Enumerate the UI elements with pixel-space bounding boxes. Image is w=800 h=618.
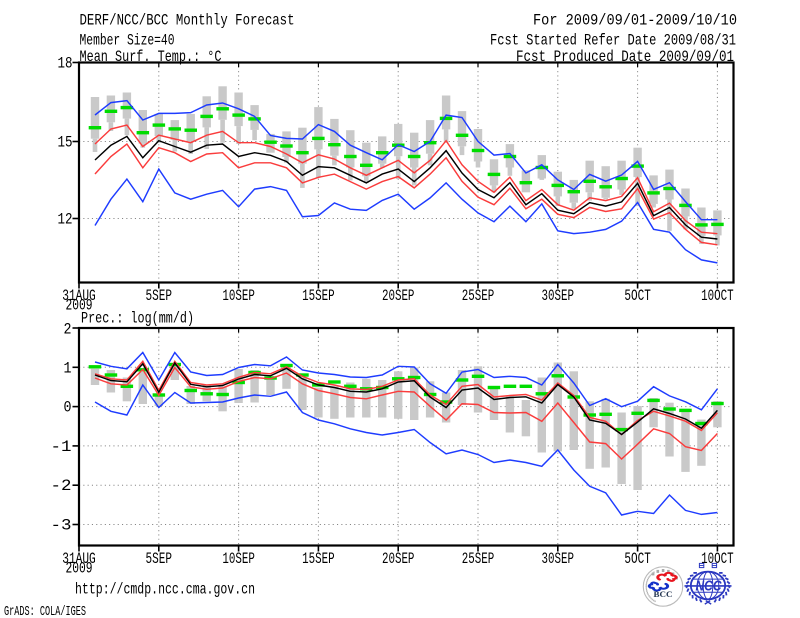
svg-text:For 2009/09/01-2009/10/10: For 2009/09/01-2009/10/10 (533, 12, 737, 30)
svg-text:10SEP: 10SEP (222, 287, 255, 305)
svg-text:5SEP: 5SEP (146, 287, 173, 305)
svg-text:Fcst Produced Date 2009/09/01: Fcst Produced Date 2009/09/01 (516, 48, 734, 66)
svg-text:2: 2 (64, 320, 72, 338)
svg-text:2009: 2009 (66, 560, 93, 578)
svg-text:Prec.: log(mm/d): Prec.: log(mm/d) (81, 310, 194, 328)
svg-text:15SEP: 15SEP (302, 287, 335, 305)
svg-text:31AUG: 31AUG (62, 550, 96, 568)
svg-text:0: 0 (64, 399, 72, 417)
svg-text:BCC: BCC (654, 589, 673, 599)
svg-text:30SEP: 30SEP (542, 287, 575, 305)
svg-text:GrADS: COLA/IGES: GrADS: COLA/IGES (4, 604, 86, 618)
svg-text:10OCT: 10OCT (701, 287, 734, 305)
svg-text:5OCT: 5OCT (624, 550, 651, 568)
svg-text:25SEP: 25SEP (462, 550, 495, 568)
svg-text:10SEP: 10SEP (222, 550, 255, 568)
svg-text:18: 18 (58, 55, 73, 73)
svg-text:12: 12 (58, 211, 73, 229)
svg-text:http://cmdp.ncc.cma.gov.cn: http://cmdp.ncc.cma.gov.cn (75, 581, 255, 599)
svg-text:15SEP: 15SEP (302, 550, 335, 568)
svg-text:10OCT: 10OCT (701, 550, 734, 568)
svg-text:31AUG: 31AUG (62, 287, 96, 305)
svg-text:2009: 2009 (66, 297, 93, 315)
svg-text:Member Size=40: Member Size=40 (80, 32, 175, 50)
svg-text:25SEP: 25SEP (462, 287, 495, 305)
svg-text:-2: -2 (51, 477, 72, 495)
svg-text:-1: -1 (51, 438, 72, 456)
svg-text:-3: -3 (51, 517, 72, 535)
svg-text:NCC: NCC (696, 579, 722, 595)
svg-text:Mean Surf. Temp.: °C: Mean Surf. Temp.: °C (80, 48, 222, 66)
svg-text:20SEP: 20SEP (382, 550, 415, 568)
svg-text:5SEP: 5SEP (146, 550, 173, 568)
svg-text:Fcst Started Refer Date 2009/0: Fcst Started Refer Date 2009/08/31 (490, 32, 736, 50)
svg-text:DERF/NCC/BCC Monthly Forecast: DERF/NCC/BCC Monthly Forecast (80, 12, 295, 30)
svg-text:20SEP: 20SEP (382, 287, 415, 305)
svg-text:5OCT: 5OCT (624, 287, 651, 305)
svg-text:30SEP: 30SEP (542, 550, 575, 568)
svg-text:15: 15 (58, 134, 73, 152)
svg-text:1: 1 (64, 359, 72, 377)
